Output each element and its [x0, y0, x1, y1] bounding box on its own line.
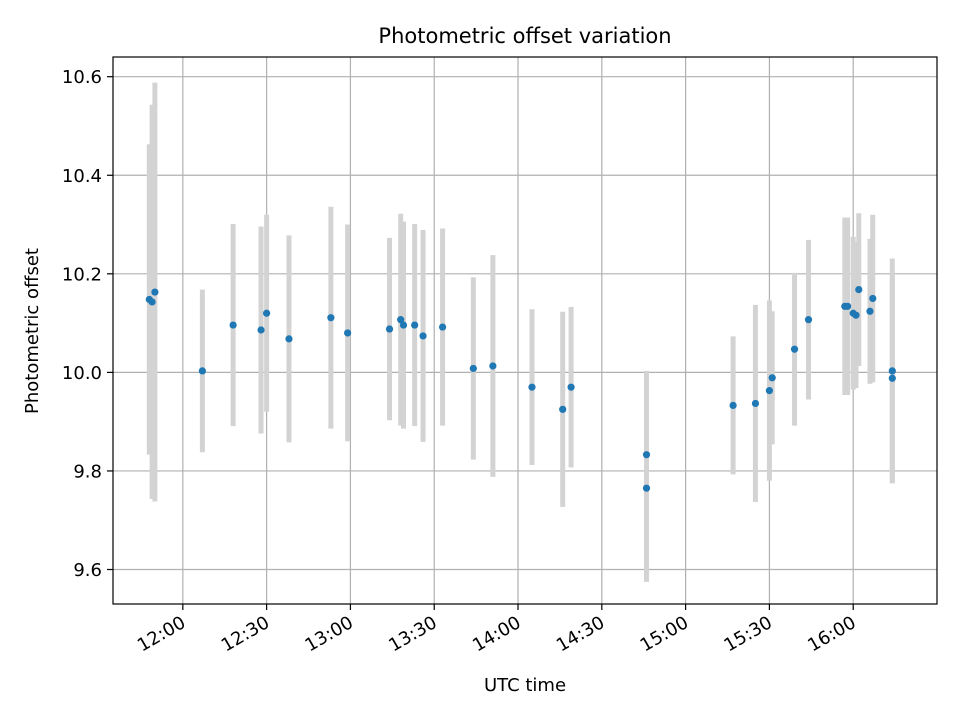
data-point [229, 321, 237, 329]
y-tick-label: 9.6 [73, 560, 102, 581]
data-point [419, 332, 427, 340]
data-point [567, 383, 575, 391]
data-point [642, 484, 651, 492]
y-tick-label: 10.2 [62, 264, 102, 285]
data-point [768, 374, 776, 382]
point-layer [145, 285, 896, 492]
data-point [528, 383, 536, 391]
y-tick-label: 10.6 [62, 67, 102, 88]
data-point [866, 307, 874, 315]
data-point [888, 367, 896, 375]
data-point [399, 321, 408, 329]
data-point [257, 326, 265, 334]
data-point [411, 321, 419, 329]
data-point [344, 329, 352, 337]
y-tick-label: 9.8 [73, 461, 102, 482]
data-point [385, 325, 394, 333]
data-point [790, 345, 799, 353]
data-point [729, 401, 737, 410]
plot-area-frame [112, 56, 938, 605]
data-point [852, 311, 860, 319]
data-point [439, 323, 447, 331]
data-point [765, 387, 774, 395]
y-axis-label: Photometric offset [22, 248, 43, 414]
data-point [285, 335, 293, 343]
x-axis-label: UTC time [484, 675, 566, 696]
data-point [642, 451, 651, 459]
y-axis-ticks: 9.6 9.8 10.0 10.2 10.4 10.6 [62, 67, 113, 581]
data-point [397, 316, 405, 324]
data-point [751, 399, 760, 408]
data-point [559, 405, 567, 413]
y-tick-label: 10.4 [62, 166, 102, 187]
grid-layer [113, 57, 937, 604]
chart-title: Photometric offset variation [378, 24, 671, 48]
data-point [198, 367, 206, 375]
data-point [804, 316, 813, 324]
data-point [327, 314, 335, 322]
data-point [888, 374, 896, 382]
data-point [855, 285, 863, 294]
data-point [469, 364, 477, 373]
data-point [151, 288, 159, 296]
data-point [869, 294, 877, 303]
data-point [148, 298, 156, 306]
data-point [263, 309, 271, 317]
data-point [844, 302, 852, 310]
y-tick-label: 10.0 [62, 363, 102, 384]
data-point [489, 362, 497, 370]
